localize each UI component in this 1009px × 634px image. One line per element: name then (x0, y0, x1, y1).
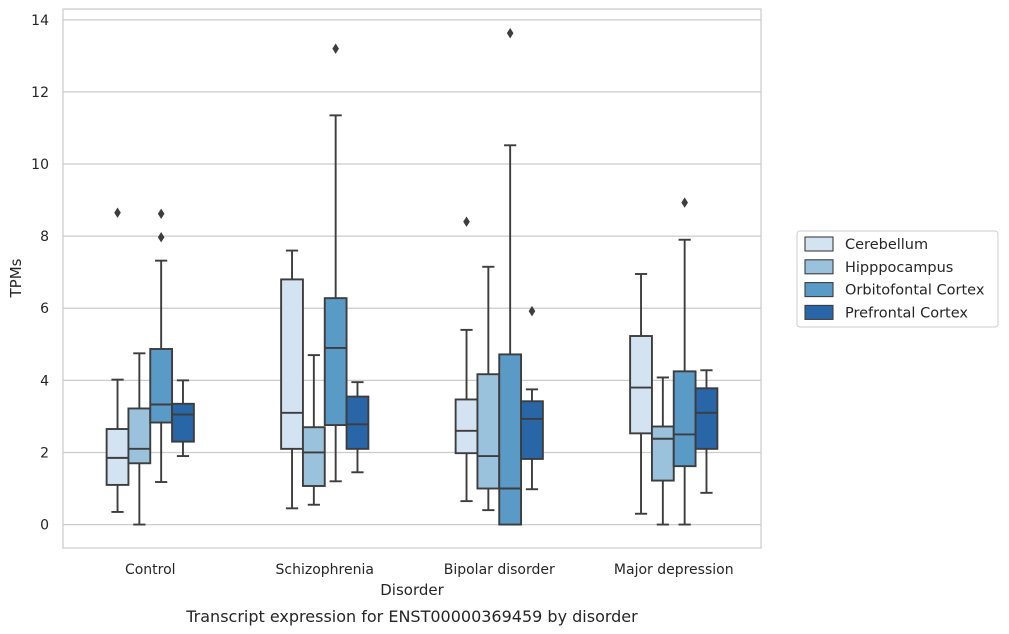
box-body (345, 395, 370, 450)
box (520, 305, 544, 491)
box (476, 265, 501, 512)
y-tick-label: 10 (31, 157, 49, 173)
x-tick-label: Schizophrenia (276, 562, 374, 578)
outlier-point (157, 232, 165, 243)
outlier-point (506, 27, 514, 39)
y-tick-label: 2 (40, 445, 49, 461)
chart-caption: Transcript expression for ENST0000036945… (185, 607, 638, 626)
x-tick-label: Control (125, 562, 176, 578)
x-tick-label: Bipolar disorder (444, 562, 555, 578)
box (345, 381, 370, 474)
box (149, 208, 174, 483)
box (498, 27, 523, 526)
y-tick-label: 4 (40, 373, 49, 389)
box-body (520, 400, 544, 460)
y-tick-label: 8 (40, 229, 49, 245)
box (454, 216, 479, 503)
box-body (301, 426, 326, 487)
legend-label: Prefrontal Cortex (845, 305, 968, 321)
box (105, 207, 130, 513)
y-tick-label: 14 (31, 13, 49, 29)
outlier-point (332, 43, 339, 54)
y-tick-label: 6 (40, 301, 49, 317)
y-tick-label: 0 (40, 518, 49, 534)
legend-frame (796, 230, 999, 328)
box-body (498, 353, 523, 526)
x-axis-label: Disorder (380, 581, 444, 599)
outlier-point (681, 197, 688, 208)
box-body (650, 425, 675, 482)
box (672, 197, 697, 526)
box-body (323, 297, 348, 427)
box (301, 354, 326, 506)
legend-items: Cerebellum Hipppocampus Orbitofontal Corte… (804, 236, 985, 321)
legend-swatch (804, 282, 834, 298)
legend: Cerebellum Hipppocampus Orbitofontal Corte… (796, 230, 999, 328)
y-axis-label: TPMs (7, 258, 25, 298)
outlier-point (463, 216, 470, 227)
box-body (171, 402, 195, 443)
box-body (454, 398, 479, 455)
legend-swatch (804, 236, 834, 252)
box-body (629, 335, 653, 435)
box-body (127, 407, 152, 465)
box-body (476, 373, 501, 490)
legend-label: Hipppocampus (845, 260, 953, 276)
outlier-point (114, 207, 121, 218)
outlier-point (157, 208, 165, 219)
plot-frame (62, 8, 762, 549)
box-body (280, 278, 304, 450)
y-axis-ticks: 0 2 4 6 8 10 12 14 (31, 13, 49, 534)
box-body (672, 370, 697, 468)
legend-swatch (804, 259, 834, 275)
outlier-point (528, 305, 536, 317)
y-tick-label: 12 (31, 85, 49, 101)
legend-label: Cerebellum (845, 237, 928, 253)
box (650, 376, 675, 526)
legend-label: Orbitofontal Cortex (845, 283, 985, 299)
box (629, 273, 653, 515)
box-body (694, 387, 719, 450)
box (694, 369, 719, 494)
x-tick-label: Major depression (614, 562, 734, 578)
box (171, 379, 195, 458)
x-axis-ticks: Control Schizophrenia Bipolar disorder Majo… (125, 562, 734, 578)
boxes (105, 27, 719, 526)
box (323, 43, 348, 483)
box (280, 249, 304, 510)
box (127, 352, 152, 526)
legend-swatch (804, 304, 834, 320)
box-body (149, 348, 174, 424)
